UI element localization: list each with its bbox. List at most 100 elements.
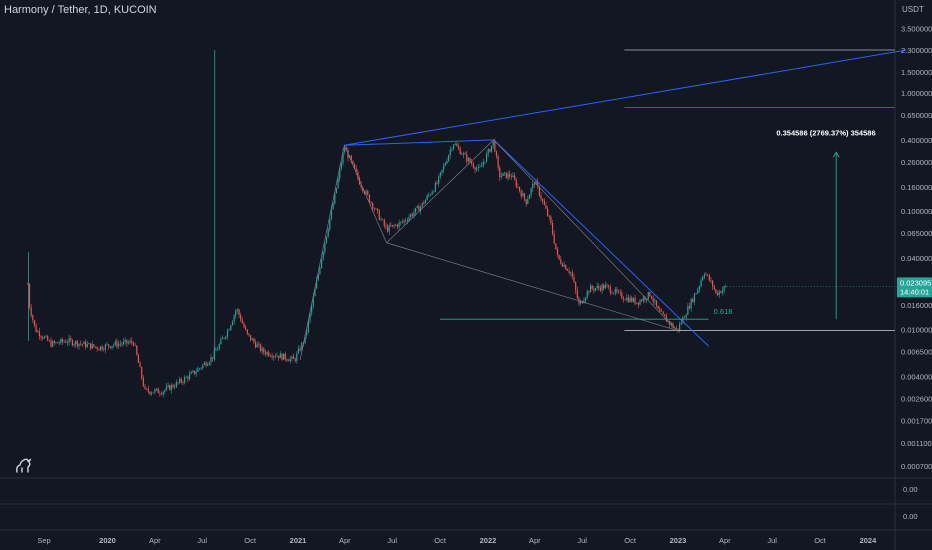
candle-body: [527, 199, 529, 204]
candle-body: [609, 286, 611, 293]
candle-body: [507, 173, 509, 179]
candle-body: [624, 299, 626, 301]
pane-value-label: 0.00: [903, 512, 918, 521]
candle-body: [281, 353, 283, 360]
candle-body: [198, 368, 201, 369]
candle-body: [126, 339, 128, 344]
candle-body: [428, 194, 430, 196]
candle-body: [471, 162, 473, 165]
candle-body: [152, 392, 154, 393]
candle-body: [368, 194, 371, 203]
trendline: [493, 139, 678, 331]
candle-body: [631, 297, 633, 302]
candle-body: [644, 297, 646, 300]
candle-body: [459, 148, 461, 155]
candle-body: [217, 349, 219, 351]
candle-body: [250, 335, 252, 341]
price-tick-label: 0.065000: [901, 229, 932, 238]
candle-body: [563, 264, 565, 267]
candle-body: [570, 272, 572, 273]
candle-body: [118, 343, 120, 347]
candle-body: [723, 286, 725, 290]
time-tick-label: Jul: [767, 536, 777, 545]
candle-body: [212, 357, 214, 359]
candle-body: [192, 370, 194, 373]
candle-body: [532, 183, 534, 189]
candle-body: [103, 349, 105, 351]
candle-body: [474, 167, 476, 170]
candle-body: [398, 222, 400, 227]
candle-body: [362, 187, 364, 192]
candle-body: [497, 156, 499, 168]
candle-body: [490, 145, 493, 152]
candle-body: [325, 236, 328, 244]
candle-body: [286, 359, 288, 361]
candle-body: [60, 339, 62, 344]
candle-body: [200, 367, 202, 369]
price-tick-label: 0.002600: [901, 395, 932, 404]
candle-body: [690, 299, 692, 309]
candle-body: [492, 140, 494, 146]
time-tick-label: Apr: [719, 536, 731, 545]
candle-body: [35, 325, 37, 333]
candle-body: [230, 325, 232, 330]
candle-body: [451, 148, 453, 150]
candle-body: [670, 323, 672, 325]
candle-body: [396, 224, 399, 227]
candle-body: [320, 259, 323, 268]
candle-body: [512, 175, 514, 178]
candle-body: [70, 338, 72, 340]
candle-body: [269, 355, 272, 357]
price-tick-label: 0.040000: [901, 254, 932, 263]
candle-body: [543, 200, 545, 206]
candle-body: [522, 193, 524, 197]
candle-body: [596, 285, 598, 289]
candle-body: [484, 161, 486, 163]
candle-body: [86, 344, 88, 348]
candle-body: [584, 297, 587, 301]
candle-body: [662, 311, 664, 315]
candle-body: [83, 341, 85, 345]
time-tick-label: Sep: [37, 536, 50, 545]
candle-body: [446, 160, 448, 164]
current-price-badge: [897, 277, 932, 298]
candle-body: [197, 368, 199, 372]
candle-body: [337, 178, 339, 189]
candle-body: [287, 360, 290, 362]
candle-body: [461, 154, 463, 155]
tradingview-logo-icon[interactable]: [14, 456, 34, 474]
candle-body: [476, 168, 478, 170]
trendline: [386, 242, 678, 331]
candle-body: [485, 153, 488, 162]
time-axis[interactable]: Sep 2020 Apr Jul Oct 2021 Apr Jul Oct 2022 Apr Jul O…: [37, 536, 877, 545]
candle-body: [297, 348, 300, 354]
candle-body: [175, 382, 177, 388]
price-axis[interactable]: USDT 3.500000 2.300000 1.500000 1.000000 0.65…: [897, 5, 932, 471]
candle-body: [725, 286, 727, 287]
price-tick-label: 0.650000: [901, 111, 932, 120]
candle-body: [75, 341, 77, 345]
candle-body: [659, 308, 661, 312]
candle-body: [179, 379, 181, 383]
candle-body: [223, 338, 225, 339]
candle-body: [606, 284, 608, 286]
price-tick-label: 1.500000: [901, 68, 932, 77]
candle-body: [611, 292, 613, 294]
candle-body: [444, 163, 446, 166]
candle-body: [555, 243, 557, 250]
trendline: [344, 145, 387, 243]
candle-body: [344, 148, 346, 152]
candle-body: [464, 153, 466, 155]
candle-body: [167, 385, 169, 387]
candle-body: [660, 311, 663, 313]
candle-body: [580, 301, 582, 304]
trendline: [344, 139, 494, 146]
candle-body: [32, 315, 34, 321]
candle-body: [146, 388, 148, 390]
currency-label: USDT: [902, 5, 924, 14]
candle-body: [680, 322, 682, 324]
candle-body: [393, 225, 395, 226]
symbol-title[interactable]: Harmony / Tether, 1D, KUCOIN: [4, 4, 157, 16]
candle-body: [258, 344, 260, 346]
